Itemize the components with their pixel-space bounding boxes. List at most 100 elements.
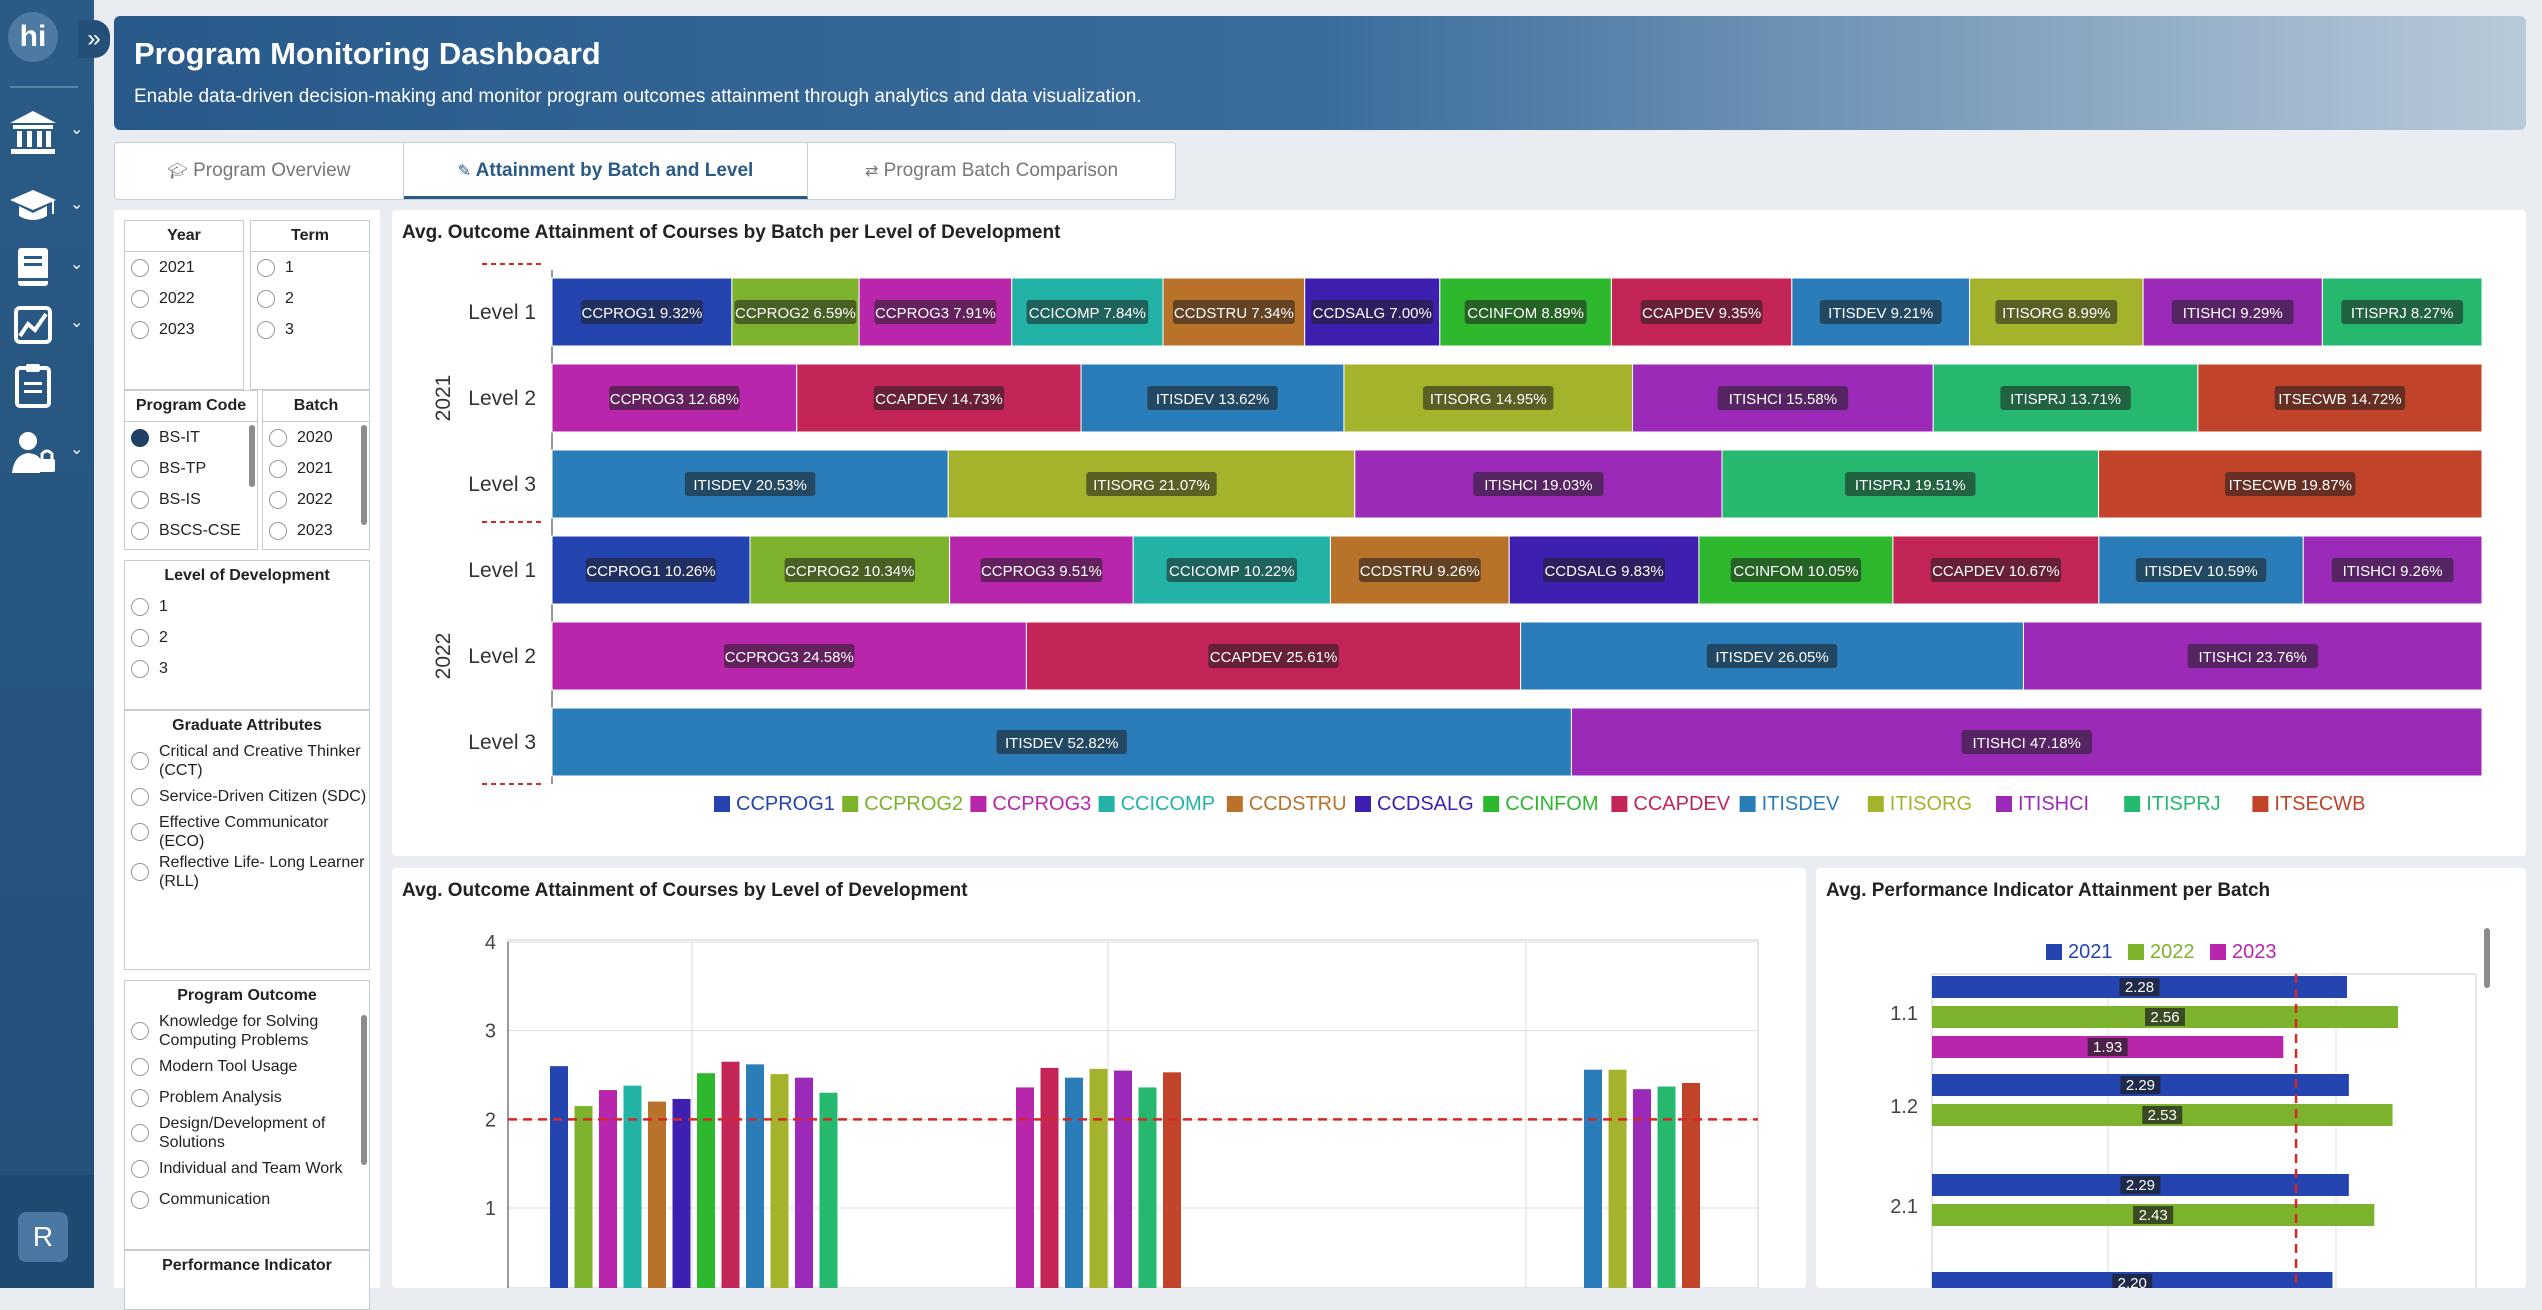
- y-tick-label: 3: [485, 1021, 496, 1043]
- bar: [1163, 1072, 1181, 1288]
- bar: [1682, 1082, 1700, 1288]
- bar: [795, 1077, 813, 1288]
- tab-attainment-by-batch-and-level[interactable]: ✎ Attainment by Batch and Level: [404, 143, 808, 199]
- data-label: 2.29: [2126, 1077, 2155, 1094]
- outcome-option[interactable]: Modern Tool Usage: [125, 1051, 369, 1082]
- outcome-option[interactable]: Individual and Team Work: [125, 1153, 369, 1184]
- data-label: ITISPRJ 13.71%: [2010, 391, 2121, 408]
- legend-swatch: [1867, 796, 1884, 812]
- bar-segment: [2197, 363, 2483, 433]
- expand-sidebar-button[interactable]: »: [78, 20, 110, 58]
- option-label: Critical and Creative Thinker (CCT): [159, 743, 361, 779]
- option-label: Problem Analysis: [159, 1088, 282, 1106]
- data-label-bg: [2120, 1076, 2161, 1094]
- sidebar-divider: [10, 86, 78, 88]
- level-option[interactable]: 2: [125, 622, 369, 653]
- program-option[interactable]: BS-IT: [125, 422, 257, 453]
- graduate-attributes-title: Graduate Attributes: [172, 717, 322, 734]
- year-option[interactable]: 2022: [125, 283, 243, 314]
- chart-title: Avg. Outcome Attainment of Courses by Ba…: [402, 222, 1061, 243]
- outcome-option[interactable]: Knowledge for Solving Computing Problems: [125, 1011, 369, 1051]
- bar: [1608, 1069, 1627, 1288]
- data-label-bg: [2135, 558, 2267, 582]
- bar: [1040, 1067, 1059, 1288]
- stacked-bar-chart: Level 1 CCPROG1 9.32% CCPROG2 6.59% CCPROG3…: [432, 263, 2483, 815]
- level-option[interactable]: 3: [125, 653, 369, 684]
- radio-icon: [257, 289, 275, 308]
- bar: [746, 1064, 764, 1288]
- data-label: CCPROG3 12.68%: [610, 391, 739, 408]
- graduation-cap-icon: [10, 190, 56, 220]
- nav-user-admin[interactable]: ⌄: [6, 425, 86, 481]
- data-label-bg: [581, 300, 703, 324]
- radio-icon: [269, 521, 287, 540]
- book-icon: [18, 248, 48, 286]
- year-option[interactable]: 2021: [125, 252, 243, 283]
- program-code-title: Program Code: [125, 391, 257, 422]
- attribute-option[interactable]: Reflective Life- Long Learner (RLL): [125, 852, 369, 892]
- legend-swatch: [1483, 796, 1500, 812]
- attribute-option[interactable]: Effective Communicator (ECO): [125, 812, 369, 852]
- program-option[interactable]: BS-IS: [125, 484, 257, 515]
- data-label-bg: [996, 730, 1127, 754]
- legend-swatch: [2124, 796, 2141, 812]
- scrollbar[interactable]: [361, 425, 367, 525]
- plot-frame: [1931, 973, 2477, 1288]
- option-label: Effective Communicator (ECO): [159, 814, 329, 850]
- nav-programs[interactable]: ⌄: [6, 180, 86, 236]
- data-label: CCPROG1 9.32%: [581, 305, 702, 322]
- batch-option[interactable]: 2023: [263, 515, 369, 546]
- data-label: 2.29: [2126, 1177, 2155, 1194]
- batch-option[interactable]: 2022: [263, 484, 369, 515]
- program-option[interactable]: BS-TP: [125, 453, 257, 484]
- bar: [623, 1085, 642, 1288]
- term-filter-title: Term: [251, 221, 369, 252]
- data-label: ITISORG 8.99%: [2002, 305, 2110, 322]
- outcome-option[interactable]: Communication: [125, 1184, 369, 1215]
- tab-program-batch-comparison[interactable]: ⇄ Program Batch Comparison: [808, 143, 1175, 199]
- data-label-bg: [684, 472, 816, 496]
- outcome-option[interactable]: Problem Analysis: [125, 1082, 369, 1113]
- program-option[interactable]: BSCS-CSE: [125, 515, 257, 546]
- term-option[interactable]: 1: [251, 252, 369, 283]
- y-tick-label: Level 3: [468, 731, 536, 754]
- level-option[interactable]: 1: [125, 591, 369, 622]
- outcome-option[interactable]: Design/Development of Solutions: [125, 1113, 369, 1153]
- term-option[interactable]: 2: [251, 283, 369, 314]
- scrollbar[interactable]: [249, 425, 255, 487]
- data-label-bg: [2112, 1274, 2153, 1288]
- nav-institution[interactable]: ⌄: [6, 105, 86, 161]
- option-label: 2023: [159, 320, 195, 338]
- compare-icon: ⇄: [864, 163, 879, 180]
- user-avatar-button[interactable]: R: [18, 1212, 68, 1262]
- bar: [1016, 1087, 1034, 1288]
- option-label: 2023: [297, 521, 333, 539]
- nav-courses[interactable]: ⌄: [6, 240, 86, 296]
- radio-icon: [131, 863, 149, 881]
- batch-option[interactable]: 2021: [263, 453, 369, 484]
- edit-icon: ✎: [457, 163, 472, 180]
- data-label: ITISHCI 47.18%: [1973, 735, 2081, 752]
- performance-indicator-filter: Performance Indicator: [124, 1250, 370, 1310]
- term-option[interactable]: 3: [251, 314, 369, 345]
- attribute-option[interactable]: Critical and Creative Thinker (CCT): [125, 741, 369, 781]
- legend-label: 2021: [2068, 941, 2113, 963]
- user-lock-icon: [12, 432, 55, 473]
- data-label-bg: [2087, 1038, 2128, 1056]
- nav-analytics[interactable]: ⌄: [6, 298, 86, 354]
- scrollbar[interactable]: [2484, 928, 2490, 988]
- nav-reports[interactable]: [6, 358, 86, 414]
- y-tick-label: Level 3: [468, 473, 536, 496]
- app-logo[interactable]: hi: [8, 12, 58, 62]
- legend-label: CCINFOM: [1505, 793, 1598, 815]
- tab-program-overview[interactable]: 🎓︎ Program Overview: [115, 143, 404, 199]
- page-title: Program Monitoring Dashboard: [134, 36, 601, 71]
- option-label: 1: [285, 258, 294, 276]
- data-label-bg: [1208, 644, 1339, 668]
- batch-option[interactable]: 2020: [263, 422, 369, 453]
- year-filter: Year 2021 2022 2023: [124, 220, 244, 390]
- level-filter: Level of Development 1 2 3: [124, 560, 370, 710]
- scrollbar[interactable]: [361, 1015, 367, 1165]
- attribute-option[interactable]: Service-Driven Citizen (SDC): [125, 781, 369, 812]
- year-option[interactable]: 2023: [125, 314, 243, 345]
